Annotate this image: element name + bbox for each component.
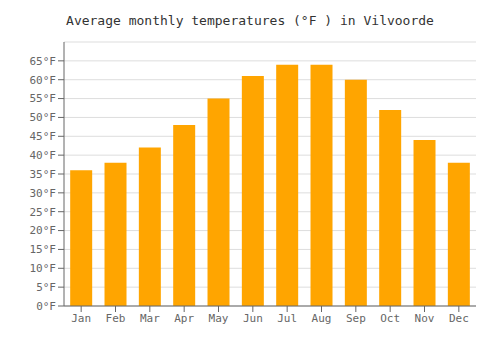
html-text:Average monthly temperatures (: Average monthly temperatures (°F ) in Vi…	[66, 13, 434, 28]
svg-text:Dec: Dec	[449, 312, 469, 325]
svg-text:Jul: Jul	[277, 312, 297, 325]
svg-text:30°F: 30°F	[30, 187, 57, 200]
svg-text:5°F: 5°F	[36, 281, 56, 294]
svg-text:15°F: 15°F	[30, 243, 57, 256]
svg-text:0°F: 0°F	[36, 300, 56, 313]
svg-text:Jun: Jun	[243, 312, 263, 325]
svg-text:45°F: 45°F	[30, 130, 57, 143]
svg-text:Mar: Mar	[140, 312, 160, 325]
svg-text:25°F: 25°F	[30, 206, 57, 219]
svg-text:10°F: 10°F	[30, 262, 57, 275]
svg-text:Feb: Feb	[106, 312, 126, 325]
svg-text:60°F: 60°F	[30, 74, 57, 87]
svg-text:20°F: 20°F	[30, 224, 57, 237]
svg-text:Nov: Nov	[415, 312, 435, 325]
svg-text:65°F: 65°F	[30, 55, 57, 68]
svg-text:40°F: 40°F	[30, 149, 57, 162]
svg-text:Jan: Jan	[71, 312, 91, 325]
svg-text:Aug: Aug	[312, 312, 332, 325]
svg-text:55°F: 55°F	[30, 92, 57, 105]
svg-text:Oct: Oct	[380, 312, 400, 325]
svg-text:May: May	[209, 312, 229, 325]
svg-text:Sep: Sep	[346, 312, 366, 325]
svg-text:50°F: 50°F	[30, 111, 57, 124]
svg-text:35°F: 35°F	[30, 168, 57, 181]
svg-text:Apr: Apr	[174, 312, 194, 325]
